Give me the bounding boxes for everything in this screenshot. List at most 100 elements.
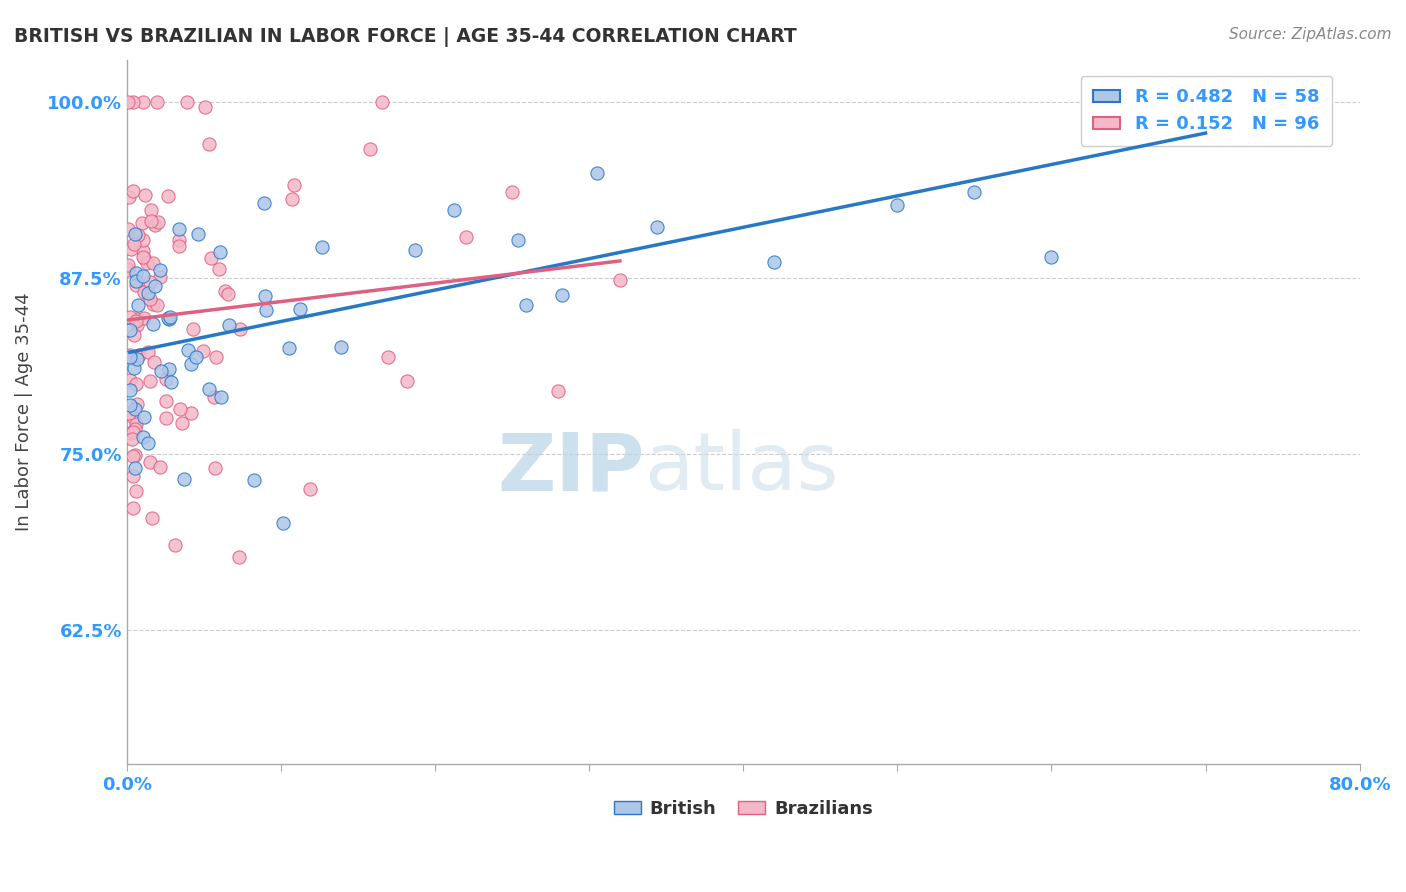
Point	[254, 303, 277, 318]
Point	[139, 375, 162, 389]
Point	[187, 227, 209, 241]
Point	[139, 292, 162, 306]
Point	[138, 344, 160, 359]
Point	[1040, 251, 1063, 265]
Point	[155, 410, 177, 425]
Point	[124, 328, 146, 343]
Point	[120, 242, 142, 256]
Point	[283, 178, 305, 193]
Point	[120, 348, 142, 362]
Point	[122, 500, 145, 515]
Point	[139, 275, 162, 289]
Point	[142, 317, 165, 331]
Point	[214, 284, 236, 298]
Point	[288, 301, 311, 316]
Point	[396, 374, 419, 388]
Point	[120, 373, 142, 387]
Point	[1194, 95, 1216, 109]
Point	[121, 184, 143, 198]
Point	[127, 312, 149, 326]
Point	[330, 339, 353, 353]
Point	[122, 449, 145, 463]
Point	[118, 384, 141, 398]
Point	[243, 473, 266, 487]
Text: atlas: atlas	[644, 429, 839, 507]
Point	[131, 216, 153, 230]
Point	[299, 482, 322, 496]
Point	[118, 310, 141, 324]
Point	[142, 355, 165, 369]
Point	[128, 348, 150, 362]
Point	[165, 538, 187, 552]
Point	[148, 215, 170, 229]
Point	[547, 384, 569, 398]
Point	[141, 296, 163, 310]
Point	[609, 273, 631, 287]
Point	[125, 278, 148, 293]
Point	[159, 376, 181, 390]
Point	[125, 314, 148, 328]
Point	[136, 256, 159, 270]
Point	[198, 382, 221, 396]
Point	[169, 238, 191, 252]
Point	[218, 318, 240, 333]
Point	[149, 270, 172, 285]
Point	[551, 287, 574, 301]
Point	[155, 394, 177, 409]
Point	[501, 185, 523, 199]
Point	[132, 233, 155, 247]
Point	[124, 422, 146, 436]
Point	[127, 318, 149, 332]
Point	[202, 390, 225, 404]
Point	[122, 425, 145, 440]
Point	[181, 322, 204, 336]
Point	[117, 263, 139, 277]
Point	[194, 100, 217, 114]
Point	[124, 461, 146, 475]
Point	[121, 432, 143, 446]
Point	[122, 361, 145, 376]
Point	[208, 261, 231, 276]
Point	[139, 214, 162, 228]
Point	[149, 263, 172, 277]
Point	[132, 409, 155, 424]
Point	[121, 409, 143, 424]
Point	[371, 95, 394, 109]
Point	[134, 251, 156, 265]
Point	[253, 195, 276, 210]
Point	[125, 266, 148, 280]
Point	[157, 310, 180, 325]
Point	[143, 218, 166, 232]
Point	[454, 230, 477, 244]
Point	[157, 312, 180, 326]
Point	[377, 350, 399, 364]
Point	[122, 468, 145, 483]
Point	[191, 343, 214, 358]
Point	[200, 251, 222, 265]
Point	[125, 417, 148, 431]
Point	[159, 310, 181, 325]
Point	[132, 95, 155, 109]
Point	[134, 310, 156, 325]
Point	[311, 240, 333, 254]
Point	[176, 343, 198, 358]
Point	[145, 95, 167, 109]
Point	[176, 95, 198, 109]
Point	[271, 516, 294, 530]
Text: ZIP: ZIP	[498, 429, 644, 507]
Point	[963, 185, 986, 199]
Point	[149, 460, 172, 475]
Point	[125, 351, 148, 366]
Point	[117, 95, 139, 109]
Point	[118, 351, 141, 365]
Point	[118, 322, 141, 336]
Point	[277, 341, 299, 355]
Point	[122, 237, 145, 252]
Point	[515, 298, 537, 312]
Point	[198, 137, 221, 152]
Point	[645, 219, 668, 234]
Point	[204, 461, 226, 475]
Point	[253, 289, 276, 303]
Point	[170, 416, 193, 430]
Point	[586, 166, 609, 180]
